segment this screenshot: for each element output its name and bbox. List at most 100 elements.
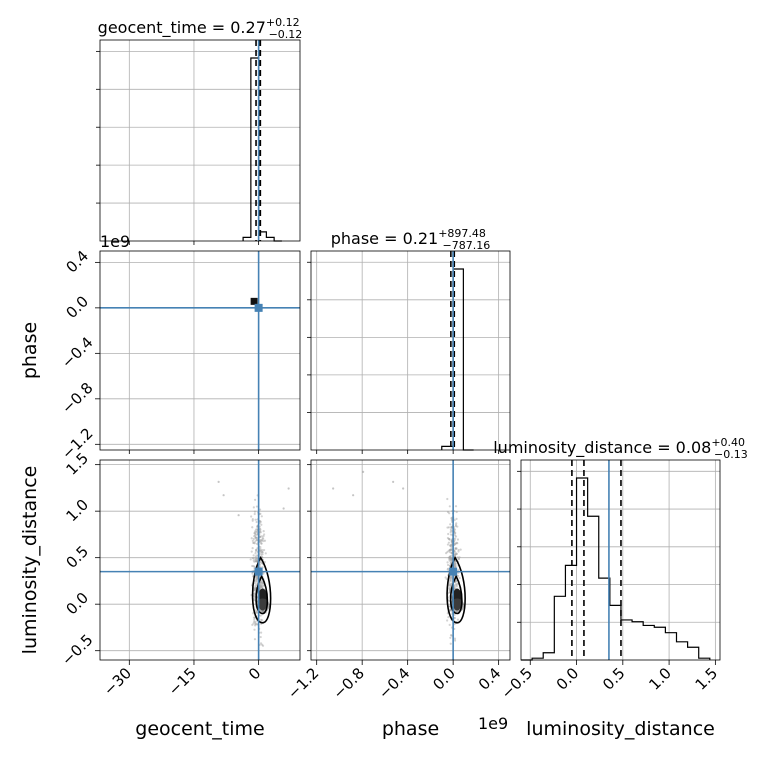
sample-point [449,533,453,536]
sample-point [255,533,258,536]
sample-point [260,618,263,621]
sample-point [253,588,257,591]
sample-point [261,582,264,585]
sample-point [449,557,452,560]
sample-point [449,634,453,637]
sample-point [447,537,450,540]
sample-point [448,558,451,561]
sample-point [454,564,457,567]
x-axis-label-geocent_time: geocent_time [135,718,264,740]
sample-point [449,543,452,546]
sample-point [449,608,452,612]
sample-point [260,539,264,542]
sample-point [447,616,450,619]
sample-point [252,565,255,568]
sample-point [253,618,256,621]
sample-point [450,558,453,561]
sample-point [448,623,451,626]
sample-point [454,580,457,584]
sample-point [455,541,458,544]
sample-point [457,550,460,553]
sample-point [254,536,258,539]
sample-point [254,530,257,533]
sample-point [255,560,258,563]
sample-point [454,565,457,568]
sample-point [454,560,457,563]
sample-point [449,531,452,534]
sample-point [455,585,458,588]
sample-point [455,510,458,514]
sample-point [450,526,453,529]
sample-point [259,581,262,584]
sample-point [453,518,456,522]
sample-point [260,586,263,589]
sample-point [255,623,259,626]
sample-point [259,585,262,588]
sample-point [455,522,458,525]
sample-point [249,558,252,561]
sample-point [448,588,451,592]
sample-point [259,586,262,590]
sample-point [450,561,453,564]
sample-point [260,580,263,583]
sample-point [251,519,254,522]
sample-point [255,520,258,524]
sample-point [282,507,285,510]
sample-point [252,616,256,619]
sample-point [454,562,457,565]
sample-point [454,553,457,556]
sample-point [254,622,257,625]
sample-point [255,611,258,614]
sample-point [254,624,257,627]
sample-point [259,548,262,551]
sample-point [261,586,264,589]
sample-point [455,517,458,520]
sample-point [445,552,448,555]
sample-point [453,613,456,616]
sample-point [448,582,451,585]
sample-point [450,516,453,519]
sample-point [447,541,450,544]
x-axis-label-phase: phase [382,718,439,740]
offset-label: 1e9 [478,714,508,733]
sample-point [448,583,452,587]
sample-point [449,642,452,645]
x-axis-label-luminosity_distance: luminosity_distance [526,718,715,740]
sample-point [259,520,262,523]
sample-point [254,540,257,543]
sample-point [444,576,447,579]
sample-point [446,619,449,622]
sample-point [259,520,262,523]
sample-point [254,536,257,539]
sample-point [254,587,257,590]
sample-point [254,584,257,587]
sample-point [454,537,457,540]
sample-point [456,538,460,541]
sample-point [454,531,457,535]
sample-point [259,531,262,534]
panel-frame [310,250,511,451]
panel-frame [99,459,301,661]
sample-point [254,536,257,539]
sample-point [255,611,258,614]
sample-point [253,598,256,602]
sample-point [449,577,452,580]
sample-point [260,551,263,554]
sample-point [454,562,457,566]
sample-point [262,539,265,543]
sample-point [260,585,263,588]
sample-point [450,540,453,544]
sample-point [256,525,259,528]
sample-point [450,556,453,560]
sample-point [262,572,265,575]
sample-point [254,623,257,626]
panel-frame [99,39,301,242]
sample-point [259,540,262,543]
sample-point [258,508,262,511]
sample-point [255,538,258,541]
sample-point [455,552,458,555]
sample-point [254,528,258,531]
sample-point [457,557,460,560]
sample-point [458,576,461,580]
sample-point [453,587,457,590]
